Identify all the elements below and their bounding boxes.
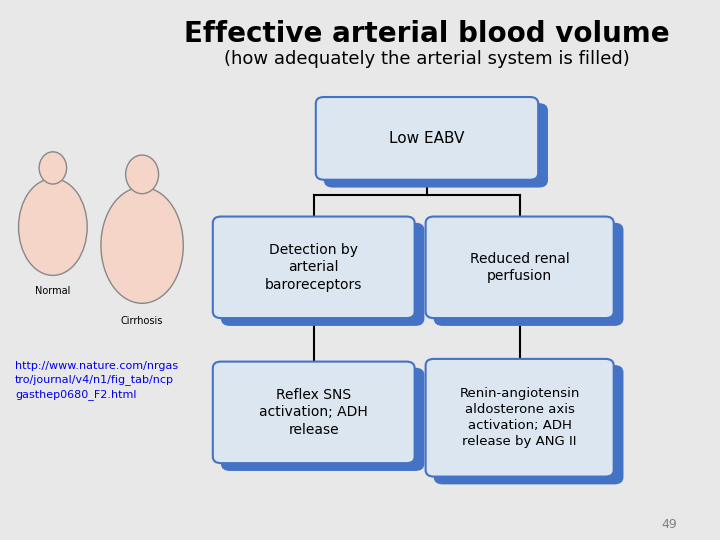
Text: Renin-angiotensin
aldosterone axis
activation; ADH
release by ANG II: Renin-angiotensin aldosterone axis activ… [459, 387, 580, 448]
FancyBboxPatch shape [8, 109, 194, 350]
FancyBboxPatch shape [222, 369, 423, 470]
Text: Effective arterial blood volume: Effective arterial blood volume [184, 20, 670, 48]
FancyBboxPatch shape [316, 97, 538, 180]
Text: Low EABV: Low EABV [390, 131, 464, 146]
Text: Reduced renal
perfusion: Reduced renal perfusion [469, 252, 570, 283]
FancyBboxPatch shape [426, 217, 613, 318]
Text: Reflex SNS
activation; ADH
release: Reflex SNS activation; ADH release [259, 388, 368, 437]
Text: http://www.nature.com/nrgas
tro/journal/v4/n1/fig_tab/ncp
gasthep0680_F2.html: http://www.nature.com/nrgas tro/journal/… [15, 361, 179, 400]
FancyBboxPatch shape [222, 224, 423, 325]
FancyBboxPatch shape [435, 366, 623, 483]
Ellipse shape [101, 187, 184, 303]
FancyBboxPatch shape [426, 359, 613, 477]
Text: Detection by
arterial
baroreceptors: Detection by arterial baroreceptors [265, 243, 362, 292]
FancyBboxPatch shape [213, 362, 415, 463]
Text: Normal: Normal [35, 286, 71, 296]
FancyBboxPatch shape [213, 217, 415, 318]
FancyBboxPatch shape [435, 224, 623, 325]
Ellipse shape [19, 179, 87, 275]
Ellipse shape [125, 155, 158, 194]
FancyBboxPatch shape [325, 104, 547, 187]
Text: 49: 49 [662, 517, 678, 531]
Text: Cirrhosis: Cirrhosis [121, 316, 163, 326]
Ellipse shape [39, 152, 67, 184]
Text: (how adequately the arterial system is filled): (how adequately the arterial system is f… [224, 50, 630, 68]
